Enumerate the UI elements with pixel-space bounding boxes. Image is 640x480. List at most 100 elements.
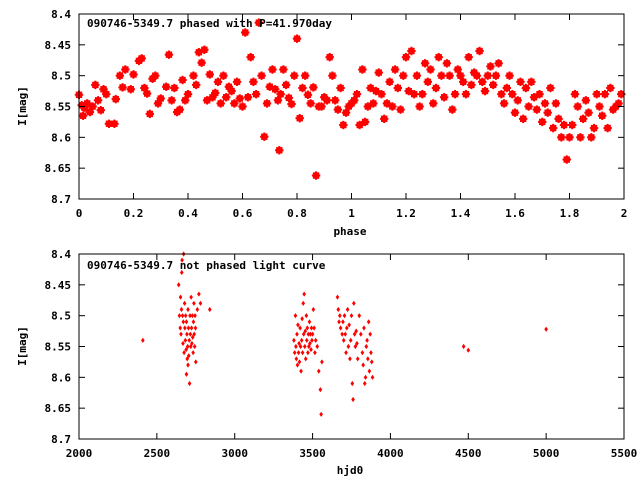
phased-data-point [254, 18, 264, 27]
phased-data-point [325, 52, 334, 62]
unphased-data-point [366, 319, 371, 325]
phased-data-point [568, 120, 577, 130]
phased-data-point [249, 77, 258, 87]
phased-data-point [578, 114, 588, 124]
unphased-data-point [186, 353, 191, 359]
unphased-data-point [179, 306, 184, 313]
phased-data-point [562, 155, 571, 164]
unphased-data-point [335, 294, 340, 300]
unphased-data-point [296, 350, 301, 356]
unphased-data-point [188, 313, 192, 319]
phased-data-point [88, 102, 97, 111]
unphased-data-point [352, 331, 357, 337]
phased-data-point [295, 114, 304, 123]
phased-y-axis-label: I[mag] [16, 86, 29, 126]
unphased-data-point [141, 337, 145, 343]
phased-data-point [350, 96, 359, 105]
unphased-data-point [297, 340, 301, 347]
unphased-data-point [345, 325, 349, 331]
unphased-x-tick-label: 3000 [221, 447, 248, 460]
unphased-y-tick-label: 8.5 [51, 310, 71, 323]
phased-data-point [235, 94, 244, 103]
unphased-data-point [306, 350, 310, 356]
phased-data-point [205, 70, 214, 79]
phased-x-tick-label: 2 [621, 207, 628, 220]
phased-data-point [300, 71, 310, 80]
unphased-data-point [340, 331, 344, 337]
phased-data-point [546, 83, 555, 93]
unphased-data-point [182, 350, 186, 356]
unphased-data-point [207, 306, 212, 313]
unphased-plot-title: 090746-5349.7 not phased light curve [87, 259, 326, 272]
phased-data-point [333, 105, 343, 114]
unphased-data-point [182, 300, 187, 306]
phased-data-point [241, 28, 250, 37]
phased-data-point [311, 171, 321, 180]
phased-data-point [390, 65, 400, 74]
phased-data-point [85, 107, 95, 117]
phased-plot-panel: 8.4 8.45 8.5 8.55 8.6 8.65 8.7 0 0.2 0.4 0.6 0.8 1 1… [16, 8, 627, 238]
unphased-data-point [183, 313, 188, 319]
unphased-data-point [309, 325, 314, 331]
phased-data-point [284, 93, 294, 103]
phased-data-point [148, 74, 157, 83]
phased-plot-title: 090746-5349.7 phased with P=41.970day [87, 17, 332, 30]
unphased-data-point [341, 319, 345, 325]
unphased-data-point [352, 300, 356, 306]
phased-data-point [91, 80, 100, 90]
unphased-data-point [350, 380, 355, 387]
unphased-data-point [191, 319, 196, 325]
phased-data-point [453, 65, 462, 74]
unphased-data-point [361, 362, 365, 368]
unphased-data-point [185, 343, 190, 350]
unphased-data-point [355, 340, 359, 347]
phased-data-point [110, 119, 119, 128]
unphased-data-point [366, 356, 370, 362]
unphased-data-point [176, 282, 181, 288]
phased-data-point [336, 83, 345, 93]
unphased-x-tick-label: 5000 [533, 447, 560, 460]
phased-data-point [494, 59, 503, 68]
unphased-y-tick-labels: 8.4 8.45 8.5 8.55 8.6 8.65 8.7 [45, 248, 72, 446]
phased-data-point [140, 83, 149, 93]
unphased-data-point [306, 331, 311, 337]
unphased-data-point [544, 326, 548, 332]
unphased-data-point [300, 350, 305, 356]
unphased-data-point [348, 337, 353, 343]
unphased-data-point [304, 337, 309, 343]
unphased-data-point [461, 343, 466, 350]
phased-data-point [548, 123, 558, 133]
phased-data-point [271, 85, 280, 94]
unphased-data-point [294, 356, 299, 362]
unphased-data-point [303, 356, 308, 362]
unphased-data-point [187, 380, 192, 387]
unphased-data-point [294, 343, 298, 350]
unphased-data-point [193, 325, 198, 331]
unphased-data-point [192, 331, 197, 337]
phased-data-point [418, 89, 427, 99]
phased-data-point [306, 99, 315, 108]
phased-data-point [439, 93, 449, 102]
phased-data-point [404, 86, 413, 96]
phased-data-point [339, 120, 348, 130]
phased-data-point [279, 65, 288, 74]
unphased-data-point [364, 343, 369, 350]
phased-data-point [502, 83, 512, 93]
unphased-data-point [347, 322, 351, 328]
phased-data-point [341, 108, 351, 117]
unphased-data-point [192, 300, 196, 306]
phased-y-tick-label: 8.55 [45, 101, 72, 114]
unphased-data-point [308, 331, 313, 337]
unphased-data-point [299, 368, 303, 374]
unphased-data-point [351, 396, 355, 403]
unphased-data-point [310, 331, 315, 337]
phased-data-point [480, 86, 490, 96]
unphased-data-point [354, 328, 358, 334]
phased-data-point [393, 83, 403, 93]
phased-data-point [459, 77, 468, 87]
phased-x-tick-label: 1 [348, 207, 355, 220]
unphased-data-point [308, 340, 312, 347]
phased-data-point [202, 96, 212, 105]
unphased-data-point [304, 313, 309, 319]
